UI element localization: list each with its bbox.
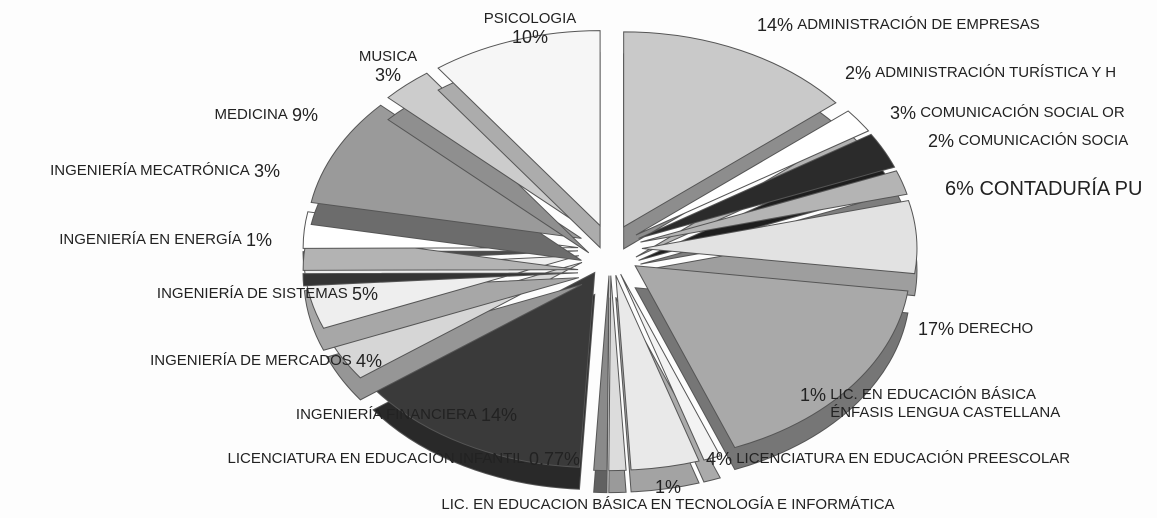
slice-label: PSICOLOGIA 10% bbox=[230, 10, 830, 46]
value-label: 5% bbox=[351, 284, 378, 304]
slice-top bbox=[641, 199, 918, 275]
category-label: MEDICINA bbox=[214, 106, 288, 123]
slice-label: 4% LICENCIATURA EN EDUCACIÓN PREESCOLAR bbox=[706, 450, 1070, 470]
slice-label: 1% LIC. EN EDUCACIÓN BÁSICA ÉNFASIS LENG… bbox=[800, 386, 1060, 422]
value-label: 2% bbox=[928, 131, 955, 151]
slice-label: MEDICINA 9% bbox=[214, 106, 318, 126]
category-label: INGENIERÍA MECATRÓNICA bbox=[50, 162, 250, 179]
slice-label: INGENIERÍA MECATRÓNICA 3% bbox=[50, 162, 280, 182]
slice-label: 3% COMUNICACIÓN SOCIAL OR bbox=[890, 104, 1125, 124]
slice-top bbox=[615, 274, 700, 471]
value-label: 2% bbox=[845, 63, 872, 83]
value-label: 6% bbox=[945, 178, 974, 200]
slice-top bbox=[310, 104, 582, 239]
slice-label: INGENIERÍA FINANCIERA 14% bbox=[296, 406, 517, 426]
slice-label: LICENCIATURA EN EDUCACIÓN INFANTIL 0.77% bbox=[228, 450, 581, 470]
slice-label: 17% DERECHO bbox=[918, 320, 1033, 340]
value-label: 3% bbox=[374, 65, 401, 85]
category-label: ADMINISTRACIÓN TURÍSTICA Y H bbox=[875, 64, 1117, 81]
category-label: COMUNICACIÓN SOCIAL OR bbox=[920, 104, 1125, 121]
slice bbox=[310, 104, 582, 261]
value-label: 3% bbox=[253, 161, 280, 181]
value-label: 4% bbox=[706, 449, 733, 469]
value-label: 14% bbox=[480, 405, 517, 425]
value-label: 0.77% bbox=[528, 449, 580, 469]
category-label: DERECHO bbox=[958, 320, 1034, 337]
category-label: PSICOLOGIA bbox=[483, 10, 577, 27]
slice-label: 1% LIC. EN EDUCACION BÁSICA EN TECNOLOGÍA… bbox=[368, 478, 968, 514]
category-label: INGENIERÍA DE SISTEMAS bbox=[156, 285, 348, 302]
slice-side bbox=[326, 283, 583, 401]
value-label: 17% bbox=[918, 319, 955, 339]
slice-label: 6% CONTADURÍA PU bbox=[945, 178, 1143, 200]
slice bbox=[372, 271, 596, 490]
value-label: 1% bbox=[654, 477, 681, 497]
slice-top bbox=[608, 275, 627, 472]
value-label: 4% bbox=[355, 351, 382, 371]
value-label: 1% bbox=[245, 230, 272, 250]
slice-top bbox=[635, 110, 870, 236]
slice-label: INGENIERÍA EN ENERGÍA 1% bbox=[59, 231, 272, 251]
slice-label: MUSICA 3% bbox=[88, 48, 688, 84]
value-label: 3% bbox=[890, 103, 917, 123]
value-label: 9% bbox=[291, 105, 318, 125]
category-label: LIC. EN EDUCACIÓN BÁSICA ÉNFASIS LENGUA … bbox=[830, 386, 1061, 421]
slice-top bbox=[593, 275, 610, 472]
category-label: INGENIERÍA FINANCIERA bbox=[295, 406, 477, 423]
slice-label: 2% ADMINISTRACIÓN TURÍSTICA Y H bbox=[845, 64, 1116, 84]
slice-top bbox=[387, 72, 590, 232]
slice-label: INGENIERÍA DE SISTEMAS 5% bbox=[157, 285, 378, 305]
category-label: MUSICA bbox=[358, 48, 418, 65]
slice-top bbox=[640, 170, 908, 243]
slice bbox=[387, 72, 590, 254]
slice bbox=[623, 31, 837, 250]
slice-label: 2% COMUNICACIÓN SOCIA bbox=[928, 132, 1128, 152]
category-label: INGENIERÍA EN ENERGÍA bbox=[59, 231, 242, 248]
category-label: CONTADURÍA PU bbox=[979, 178, 1143, 200]
slice bbox=[608, 275, 627, 494]
category-label: ADMINISTRACIÓN DE EMPRESAS bbox=[797, 16, 1040, 33]
slice-top bbox=[634, 265, 909, 449]
slice-top bbox=[437, 30, 601, 227]
value-label: 1% bbox=[800, 385, 827, 405]
slice-top bbox=[623, 31, 837, 228]
category-label: LIC. EN EDUCACION BÁSICA EN TECNOLOGÍA E… bbox=[441, 496, 895, 513]
slice-top bbox=[372, 271, 596, 468]
slice bbox=[615, 274, 700, 493]
slice bbox=[634, 265, 909, 471]
slice-label: 14% ADMINISTRACIÓN DE EMPRESAS bbox=[757, 16, 1040, 36]
slice bbox=[437, 30, 601, 249]
category-label: INGENIERÍA DE MERCADOS bbox=[150, 352, 352, 369]
slice-top bbox=[620, 273, 721, 461]
slice-side bbox=[302, 272, 579, 287]
category-label: LICENCIATURA EN EDUCACIÓN INFANTIL bbox=[227, 450, 525, 467]
category-label: COMUNICACIÓN SOCIA bbox=[958, 132, 1129, 149]
value-label: 10% bbox=[511, 27, 549, 47]
slice-top bbox=[638, 133, 896, 239]
value-label: 14% bbox=[757, 15, 794, 35]
slice bbox=[593, 275, 610, 494]
slice bbox=[641, 199, 918, 297]
category-label: LICENCIATURA EN EDUCACIÓN PREESCOLAR bbox=[736, 450, 1071, 467]
slice-label: INGENIERÍA DE MERCADOS 4% bbox=[150, 352, 382, 372]
